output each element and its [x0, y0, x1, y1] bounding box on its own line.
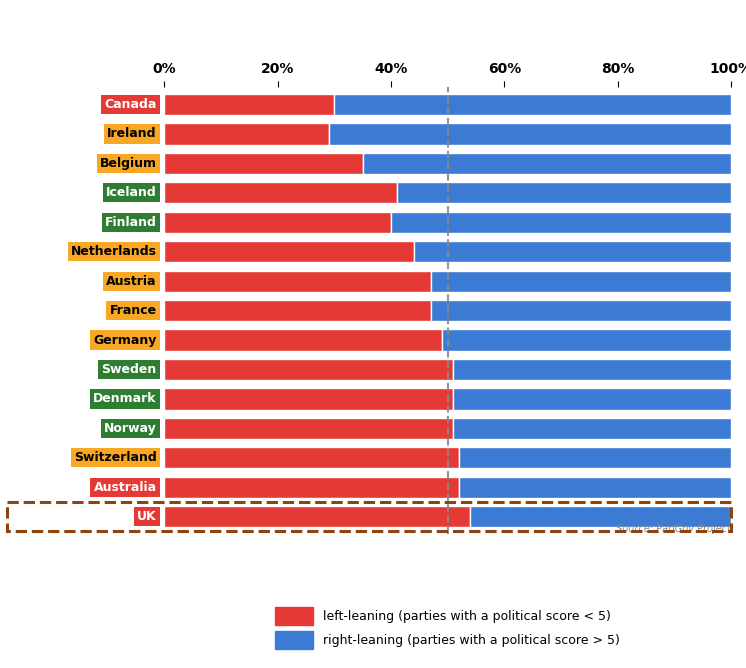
Text: Norway: Norway	[104, 422, 157, 435]
Bar	[454, 359, 731, 380]
Bar	[164, 477, 459, 498]
Text: Denmark: Denmark	[93, 393, 157, 405]
Bar	[164, 359, 454, 380]
Text: Finland: Finland	[104, 216, 157, 228]
Bar	[430, 300, 731, 321]
Bar	[164, 153, 363, 174]
Text: Source: ParlGov Project: Source: ParlGov Project	[616, 524, 731, 534]
Bar	[459, 448, 731, 468]
Bar	[164, 241, 413, 263]
Text: Ireland: Ireland	[107, 128, 157, 140]
Bar	[164, 212, 391, 233]
Text: Australia: Australia	[93, 481, 157, 494]
Bar	[430, 271, 731, 292]
Bar	[459, 477, 731, 498]
Bar	[164, 94, 334, 115]
Bar	[413, 241, 731, 263]
Bar	[164, 300, 430, 321]
Legend: left-leaning (parties with a political score < 5), right-leaning (parties with a: left-leaning (parties with a political s…	[269, 601, 626, 655]
Bar	[328, 124, 731, 144]
Text: France: France	[110, 304, 157, 317]
Bar	[164, 418, 454, 439]
Text: Sweden: Sweden	[101, 363, 157, 376]
Bar	[454, 388, 731, 409]
Bar	[334, 94, 731, 115]
Bar	[164, 448, 459, 468]
Bar	[454, 418, 731, 439]
Bar	[164, 182, 397, 204]
Bar	[164, 506, 470, 527]
Text: Netherlands: Netherlands	[71, 245, 157, 259]
Bar	[363, 153, 731, 174]
Text: Belgium: Belgium	[100, 157, 157, 170]
Bar	[397, 182, 731, 204]
Bar	[164, 388, 454, 409]
Text: Germany: Germany	[93, 333, 157, 347]
Bar	[442, 329, 731, 351]
Text: UK: UK	[137, 510, 157, 523]
Text: average left-right split – total votes 1978 - 2020: average left-right split – total votes 1…	[129, 35, 617, 52]
Text: Austria: Austria	[106, 275, 157, 288]
Bar	[470, 506, 731, 527]
Bar	[164, 124, 328, 144]
Bar	[164, 271, 430, 292]
Text: Switzerland: Switzerland	[74, 452, 157, 464]
Text: Iceland: Iceland	[106, 186, 157, 199]
Bar	[164, 329, 442, 351]
Bar	[391, 212, 731, 233]
Text: Canada: Canada	[104, 98, 157, 111]
